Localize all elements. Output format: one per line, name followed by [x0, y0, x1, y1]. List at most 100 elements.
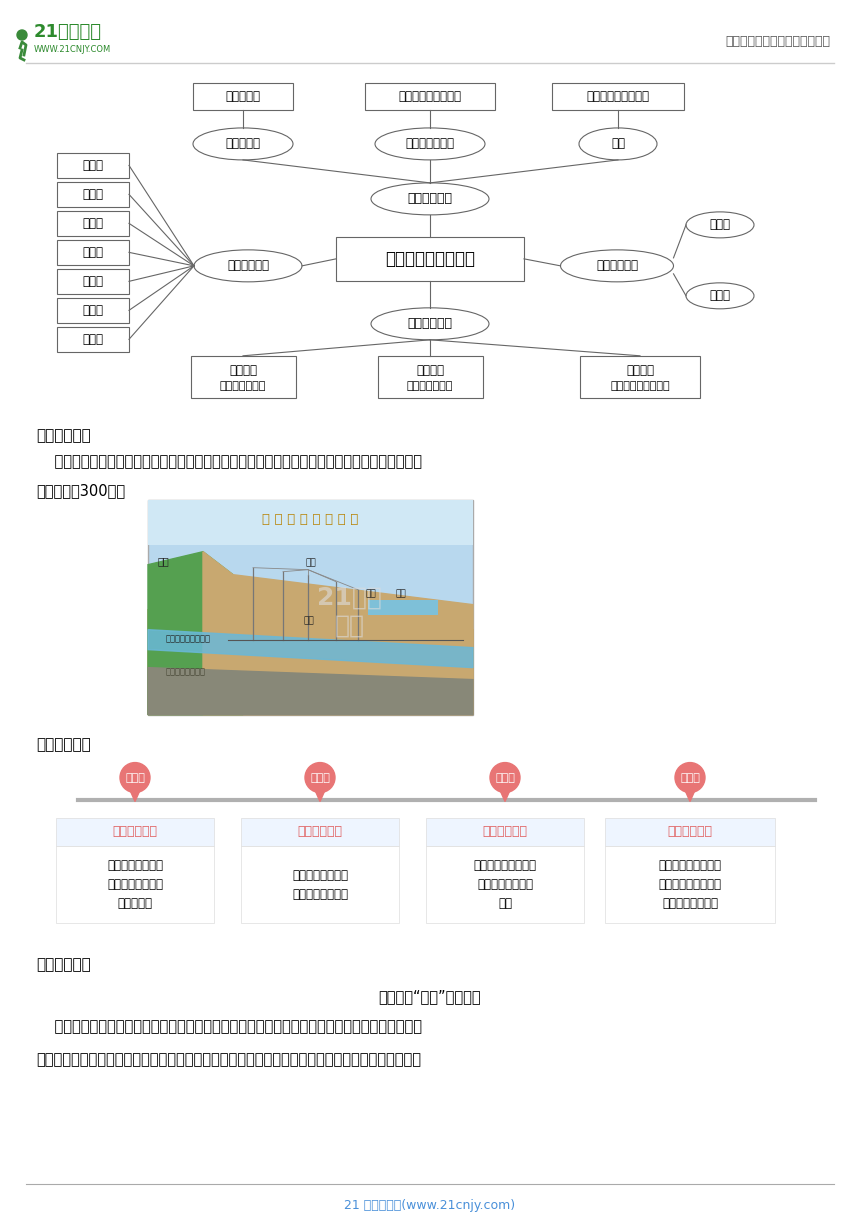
Text: 准确性: 准确性: [710, 219, 730, 231]
FancyBboxPatch shape: [368, 599, 438, 614]
Ellipse shape: [686, 212, 754, 238]
Text: 坎儿井的设计: 坎儿井的设计: [482, 824, 527, 838]
Text: 明渠: 明渠: [366, 590, 377, 598]
FancyBboxPatch shape: [552, 83, 684, 109]
Text: 竖井: 竖井: [306, 558, 316, 568]
Text: 安排说明顺序: 安排说明顺序: [408, 317, 452, 331]
Text: 角度二: 角度二: [310, 772, 330, 783]
Circle shape: [17, 30, 27, 40]
Polygon shape: [128, 786, 142, 801]
FancyBboxPatch shape: [148, 500, 473, 715]
Text: 【文题展示】: 【文题展示】: [36, 428, 91, 443]
Ellipse shape: [561, 249, 673, 282]
Text: 生物学特征: 生物学特征: [225, 90, 261, 103]
Text: 【思维导图】: 【思维导图】: [36, 738, 91, 753]
Polygon shape: [148, 552, 243, 715]
FancyBboxPatch shape: [57, 153, 129, 178]
FancyBboxPatch shape: [193, 83, 293, 109]
Text: 时间顺序: 时间顺序: [229, 364, 257, 377]
Text: 拟，不少于300字。: 拟，不少于300字。: [36, 483, 125, 497]
Text: 按照时间顺序，介
绍坎儿井的起源、
使用和未来: 按照时间顺序，介 绍坎儿井的起源、 使用和未来: [107, 858, 163, 910]
Text: 角度一: 角度一: [125, 772, 145, 783]
Ellipse shape: [686, 283, 754, 309]
FancyBboxPatch shape: [57, 269, 129, 294]
Circle shape: [490, 762, 520, 793]
Ellipse shape: [375, 128, 485, 161]
Text: 引资料: 引资料: [83, 275, 103, 288]
Text: （具体建筑物）: （具体建筑物）: [407, 381, 453, 392]
Text: 逻辑顺序: 逻辑顺序: [626, 364, 654, 377]
Polygon shape: [683, 786, 697, 801]
Text: 建筑: 建筑: [611, 137, 625, 151]
Text: 使用说明方法: 使用说明方法: [227, 259, 269, 272]
FancyBboxPatch shape: [148, 500, 473, 545]
Text: 锤炼说明语言: 锤炼说明语言: [596, 259, 638, 272]
Polygon shape: [148, 630, 473, 668]
Text: 列数字: 列数字: [83, 188, 103, 201]
FancyBboxPatch shape: [56, 817, 214, 845]
Text: 坎儿井的开凿: 坎儿井的开凿: [298, 824, 342, 838]
Text: 分类别: 分类别: [83, 304, 103, 317]
Text: 【片段展示】: 【片段展示】: [36, 957, 91, 973]
Text: （某类事物的共性）: （某类事物的共性）: [611, 381, 670, 392]
FancyBboxPatch shape: [426, 845, 584, 923]
FancyBboxPatch shape: [241, 845, 399, 923]
FancyBboxPatch shape: [56, 845, 214, 923]
Ellipse shape: [579, 128, 657, 161]
FancyBboxPatch shape: [57, 327, 129, 351]
Circle shape: [305, 762, 335, 793]
Polygon shape: [203, 552, 473, 715]
Text: 吐鲁番气候极为干旱，然而让人想不到的是，这里很久以前就出现了大片绿洲。原来，吐鲁番盆: 吐鲁番气候极为干旱，然而让人想不到的是，这里很久以前就出现了大片绿洲。原来，吐鲁…: [36, 1019, 422, 1035]
Text: 角度四: 角度四: [680, 772, 700, 783]
FancyBboxPatch shape: [580, 356, 700, 398]
FancyBboxPatch shape: [378, 356, 482, 398]
Text: 下定义: 下定义: [83, 159, 103, 171]
Text: 确定说明对象: 确定说明对象: [408, 192, 452, 206]
Text: 暗渠: 暗渠: [303, 617, 314, 626]
Text: 【一】利用下面的材料（材料见教材），抓住坎儿井的一两个特征，整理出一篇说明文。题目自: 【一】利用下面的材料（材料见教材），抓住坎儿井的一两个特征，整理出一篇说明文。题…: [36, 454, 422, 468]
Polygon shape: [148, 595, 473, 715]
FancyBboxPatch shape: [605, 817, 775, 845]
Text: 介绍坎儿井是如何
开凿、如何使用的: 介绍坎儿井是如何 开凿、如何使用的: [292, 868, 348, 901]
FancyBboxPatch shape: [57, 240, 129, 265]
Text: 21世纪教育: 21世纪教育: [34, 23, 102, 41]
Text: 作比较: 作比较: [83, 216, 103, 230]
Text: 地分布着四通八达、犹如人体血脉般的坎儿井群和潜流网络。坎儿井主要分布在新疆东部的吐鲁番盆: 地分布着四通八达、犹如人体血脉般的坎儿井群和潜流网络。坎儿井主要分布在新疆东部的…: [36, 1052, 421, 1068]
Text: 说明事物要抓住特征: 说明事物要抓住特征: [385, 249, 475, 268]
Ellipse shape: [371, 182, 489, 215]
Text: 山地: 山地: [158, 556, 169, 565]
FancyBboxPatch shape: [57, 182, 129, 207]
FancyBboxPatch shape: [605, 845, 775, 923]
Text: 21 世纪教育网(www.21cnjy.com): 21 世纪教育网(www.21cnjy.com): [345, 1199, 515, 1212]
Text: 植物、动物: 植物、动物: [225, 137, 261, 151]
Circle shape: [120, 762, 150, 793]
Text: 打比方: 打比方: [83, 246, 103, 259]
Text: 重点说明坎儿井如何
实现灌溉目的，突出
其效益巨大的特征: 重点说明坎儿井如何 实现灌溉目的，突出 其效益巨大的特征: [659, 858, 722, 910]
Text: 坎儿井的效益: 坎儿井的效益: [667, 824, 712, 838]
Text: 含水层（沉积砂砾）: 含水层（沉积砂砾）: [166, 635, 211, 643]
Text: 坎 儿 井 结 构 示 意 图: 坎 儿 井 结 构 示 意 图: [262, 513, 359, 527]
FancyBboxPatch shape: [336, 237, 524, 281]
Text: 作诠释: 作诠释: [83, 333, 103, 345]
Polygon shape: [313, 786, 327, 801]
Text: 沙漠中的“血脉”（片段）: 沙漠中的“血脉”（片段）: [378, 990, 482, 1004]
FancyBboxPatch shape: [191, 356, 296, 398]
FancyBboxPatch shape: [426, 817, 584, 845]
Ellipse shape: [194, 249, 302, 282]
Ellipse shape: [193, 128, 293, 161]
Text: 外部形态与内部构造: 外部形态与内部构造: [587, 90, 649, 103]
Polygon shape: [498, 786, 512, 801]
Text: 抓住坎儿井的设计，
突出其科学的设计
方法: 抓住坎儿井的设计， 突出其科学的设计 方法: [474, 858, 537, 910]
Text: 空间顺序: 空间顺序: [416, 364, 444, 377]
Circle shape: [675, 762, 705, 793]
Text: 角度三: 角度三: [495, 772, 515, 783]
Text: WWW.21CNJY.COM: WWW.21CNJY.COM: [34, 45, 111, 55]
Polygon shape: [148, 668, 473, 715]
FancyBboxPatch shape: [365, 83, 495, 109]
FancyBboxPatch shape: [57, 298, 129, 322]
Text: 生活、学习用品: 生活、学习用品: [406, 137, 454, 151]
FancyBboxPatch shape: [57, 210, 129, 236]
Text: 坎儿井的来历: 坎儿井的来历: [113, 824, 157, 838]
Text: 使用方法或实用功能: 使用方法或实用功能: [398, 90, 462, 103]
Text: 不透水层（页岩）: 不透水层（页岩）: [166, 668, 206, 676]
